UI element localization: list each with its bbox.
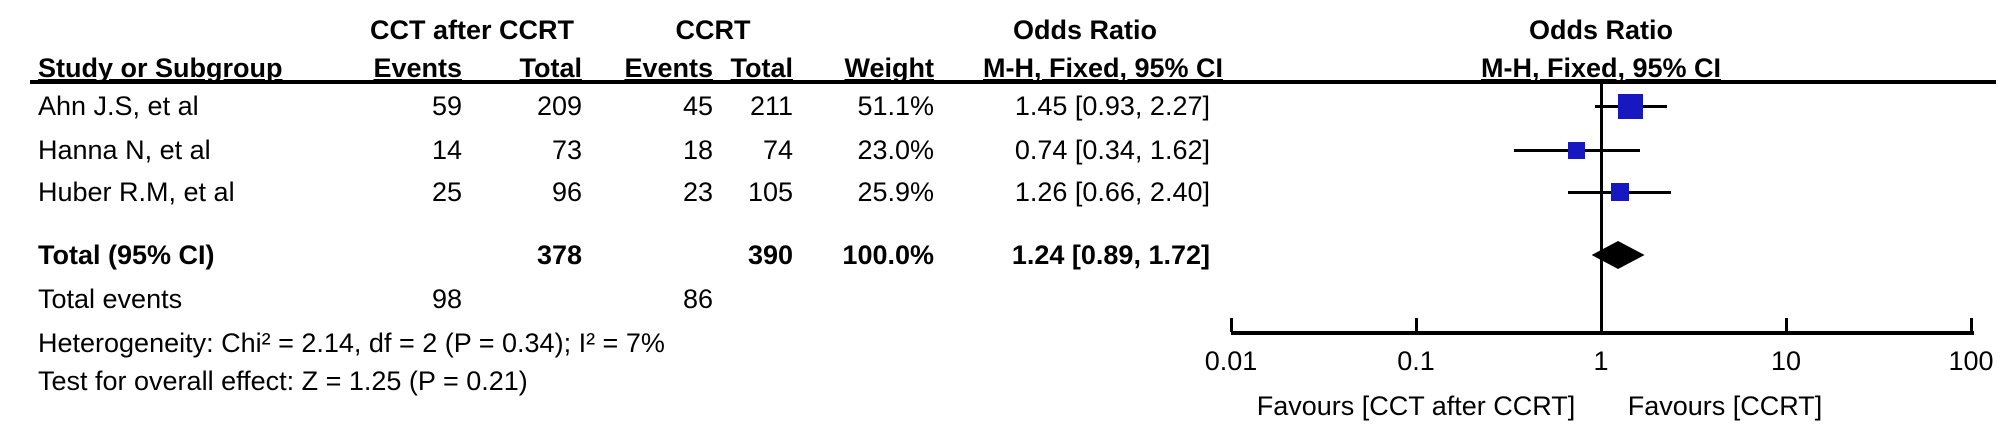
- column-header-events-experimental: Events: [373, 53, 462, 83]
- column-header-total-experimental: Total: [519, 53, 583, 83]
- odds-ratio-plot-column-title: Odds Ratio: [1528, 15, 1673, 45]
- axis-tick-label: 100: [1948, 346, 1994, 376]
- study-events-control: 18: [682, 135, 713, 165]
- study-total-experimental: 73: [551, 135, 582, 165]
- study-or-ci-text: 0.74 [0.34, 1.62]: [1014, 135, 1210, 165]
- favours-left-label: Favours [CCT after CCRT]: [1256, 391, 1576, 421]
- study-total-control: 74: [762, 135, 793, 165]
- vertical-reference-line: [1599, 84, 1603, 335]
- axis-tick-label: 1: [1593, 346, 1609, 376]
- study-total-experimental: 209: [536, 91, 582, 121]
- favours-right-label: Favours [CCRT]: [1627, 391, 1823, 421]
- group-header-experimental: CCT after CCRT: [369, 15, 574, 45]
- column-header-method-plot: M-H, Fixed, 95% CI: [1480, 53, 1722, 83]
- study-events-experimental: 59: [431, 91, 462, 121]
- study-total-control: 211: [749, 91, 793, 121]
- axis-tick-label: 0.01: [1204, 346, 1258, 376]
- study-total-control: 105: [747, 177, 793, 207]
- study-weight: 51.1%: [857, 91, 934, 121]
- axis-tick: [1414, 318, 1418, 332]
- study-events-control: 45: [682, 91, 713, 121]
- study-name: Huber R.M, et al: [38, 177, 235, 207]
- total-row-label: Total (95% CI): [38, 240, 215, 270]
- study-or-ci-text: 1.45 [0.93, 2.27]: [1014, 91, 1210, 121]
- axis-tick: [1784, 318, 1788, 332]
- total-row-total-experimental: 378: [536, 240, 582, 270]
- study-total-experimental: 96: [551, 177, 582, 207]
- axis-tick: [1599, 318, 1603, 332]
- axis-tick-label: 10: [1770, 346, 1802, 376]
- column-header-weight: Weight: [844, 53, 935, 83]
- or-square-marker: [1568, 141, 1586, 159]
- study-weight: 23.0%: [857, 135, 934, 165]
- axis-tick: [1969, 318, 1973, 332]
- odds-ratio-text-column-title: Odds Ratio: [1012, 15, 1157, 45]
- column-header-events-control: Events: [624, 53, 713, 83]
- header-divider-rule: [30, 80, 1996, 84]
- study-or-ci-text: 1.26 [0.66, 2.40]: [1014, 177, 1210, 207]
- total-row-total-control: 390: [747, 240, 793, 270]
- study-weight: 25.9%: [857, 177, 934, 207]
- study-events-experimental: 14: [431, 135, 462, 165]
- x-axis-line: [1231, 331, 1974, 335]
- group-header-control: CCRT: [675, 15, 751, 45]
- total-events-control: 86: [682, 284, 713, 314]
- overall-effect-note: Test for overall effect: Z = 1.25 (P = 0…: [38, 366, 528, 396]
- column-header-method-text: M-H, Fixed, 95% CI: [982, 53, 1224, 83]
- study-name: Hanna N, et al: [38, 135, 211, 165]
- total-row-or-ci: 1.24 [0.89, 1.72]: [1011, 240, 1210, 270]
- heterogeneity-note: Heterogeneity: Chi² = 2.14, df = 2 (P = …: [38, 328, 665, 358]
- study-events-control: 23: [682, 177, 713, 207]
- column-header-study: Study or Subgroup: [38, 53, 283, 83]
- study-name: Ahn J.S, et al: [38, 91, 199, 121]
- total-events-experimental: 98: [431, 284, 462, 314]
- study-events-experimental: 25: [431, 177, 462, 207]
- axis-tick-label: 0.1: [1397, 346, 1435, 376]
- total-row-weight: 100.0%: [842, 240, 934, 270]
- or-square-marker: [1610, 183, 1629, 201]
- total-events-label: Total events: [38, 284, 183, 314]
- or-square-marker: [1618, 93, 1644, 119]
- axis-tick: [1229, 318, 1233, 332]
- column-header-total-control: Total: [730, 53, 794, 83]
